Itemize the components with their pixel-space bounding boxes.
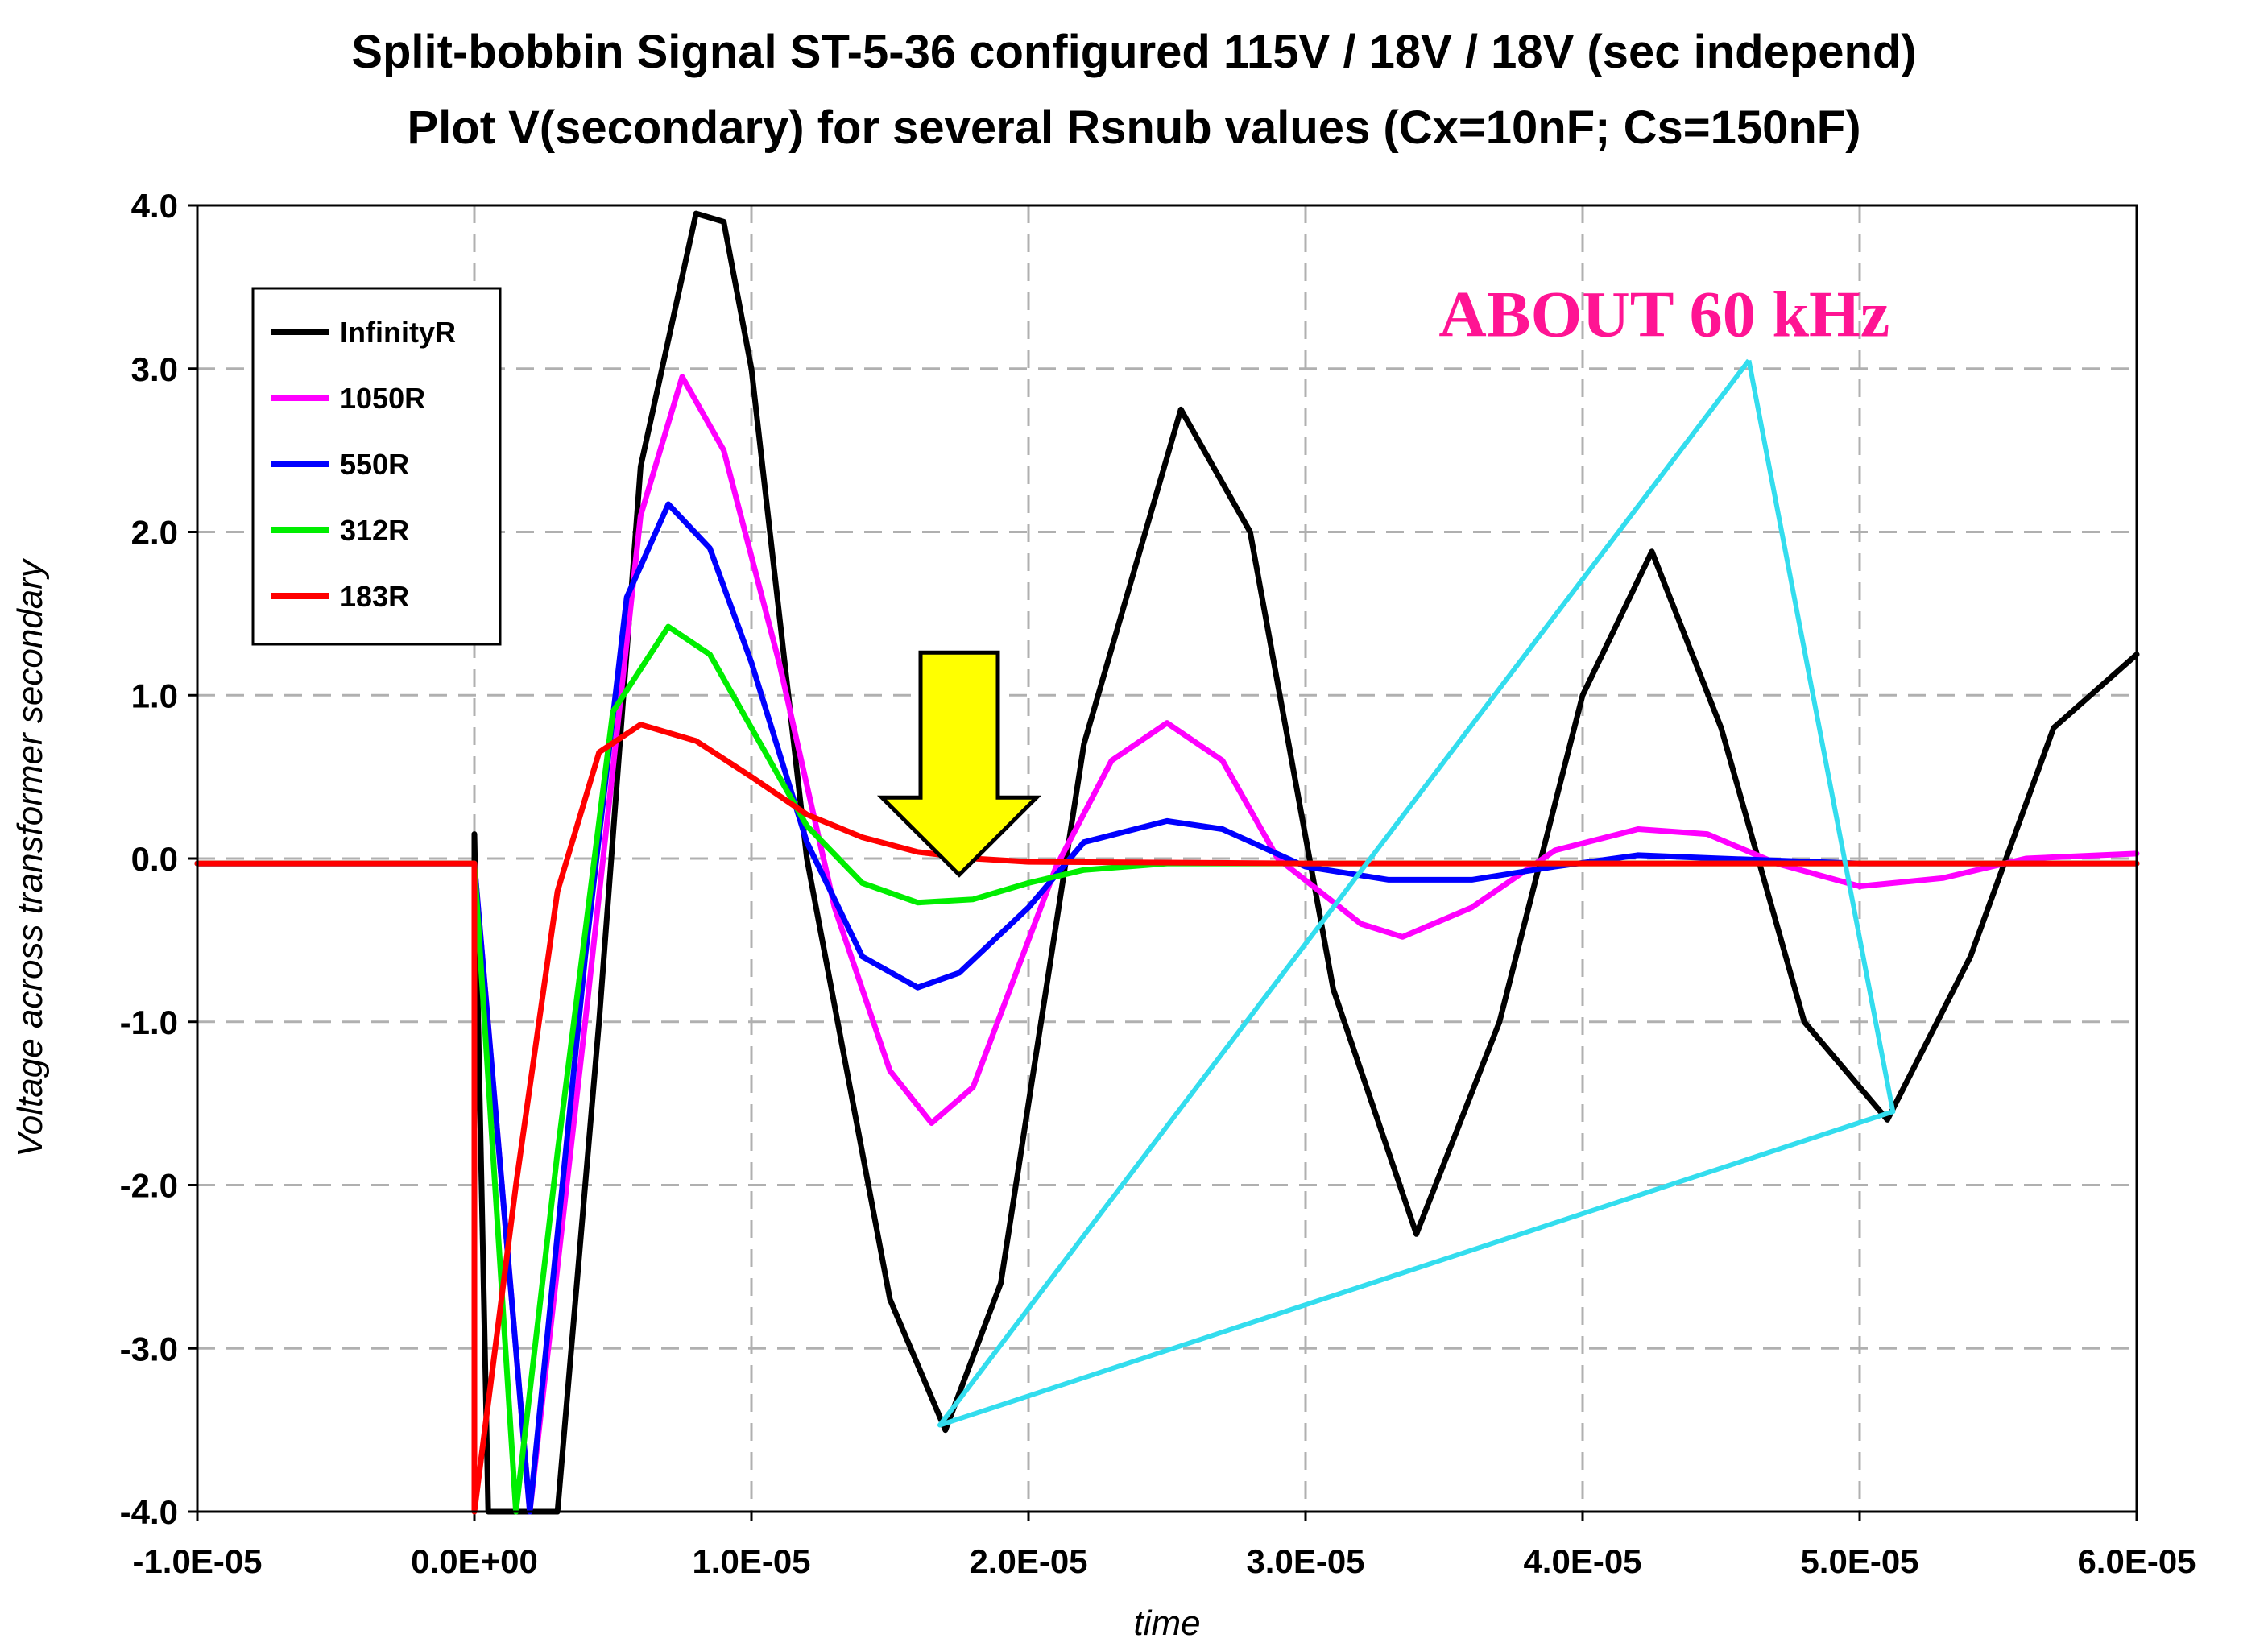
y-tick-label: -2.0 xyxy=(120,1167,178,1205)
x-tick-label: 3.0E-05 xyxy=(1246,1542,1364,1580)
chart-title-line-2: Plot V(secondary) for several Rsnub valu… xyxy=(407,101,1860,154)
legend-label-1050r: 1050R xyxy=(340,382,425,415)
frequency-leader-lines xyxy=(937,358,1896,1428)
series-line-1050r xyxy=(194,374,2140,1515)
series-lines xyxy=(194,210,2140,1515)
annotations: ABOUT 60 kHz xyxy=(876,278,1896,1428)
y-tick-label: 1.0 xyxy=(131,677,178,714)
y-tick-label: -4.0 xyxy=(120,1493,178,1531)
down-arrow-icon xyxy=(876,650,1042,878)
series-line-550r xyxy=(194,501,2140,1515)
y-tick-label: 3.0 xyxy=(131,350,178,388)
x-axis-title: time xyxy=(1133,1603,1200,1643)
series-line-infinityr xyxy=(194,210,2140,1515)
legend-label-infinityr: InfinityR xyxy=(340,316,456,349)
y-axis-title: Voltage across transformer secondary xyxy=(10,557,50,1157)
y-tick-label: 0.0 xyxy=(131,840,178,878)
chart-title: Split-bobbin Signal ST-5-36 configured 1… xyxy=(351,26,1916,154)
x-tick-label: 2.0E-05 xyxy=(969,1542,1087,1580)
series-line-183r xyxy=(194,722,2140,1515)
legend-label-550r: 550R xyxy=(340,448,409,481)
x-tick-label: 0.0E+00 xyxy=(411,1542,538,1580)
x-tick-label: -1.0E-05 xyxy=(132,1542,262,1580)
plot-frame xyxy=(196,204,2138,1513)
y-tick-label: 4.0 xyxy=(131,187,178,225)
frequency-annotation: ABOUT 60 kHz xyxy=(1438,278,1889,351)
x-tick-label: 4.0E-05 xyxy=(1523,1542,1641,1580)
legend-label-312r: 312R xyxy=(340,514,409,547)
legend-label-183r: 183R xyxy=(340,580,409,613)
x-tick-label: 1.0E-05 xyxy=(692,1542,810,1580)
x-tick-label: 5.0E-05 xyxy=(1800,1542,1918,1580)
y-tick-label: -1.0 xyxy=(120,1003,178,1041)
y-tick-label: 2.0 xyxy=(131,514,178,552)
x-tick-label: 6.0E-05 xyxy=(2077,1542,2196,1580)
legend: InfinityR 1050R 550R 312R 183R xyxy=(251,287,502,646)
y-tick-label: -3.0 xyxy=(120,1330,178,1368)
axis-ticks: -1.0E-05 0.0E+00 1.0E-05 2.0E-05 3.0E-05 4.0E… xyxy=(120,187,2196,1580)
chart-title-line-1: Split-bobbin Signal ST-5-36 configured 1… xyxy=(351,26,1916,78)
